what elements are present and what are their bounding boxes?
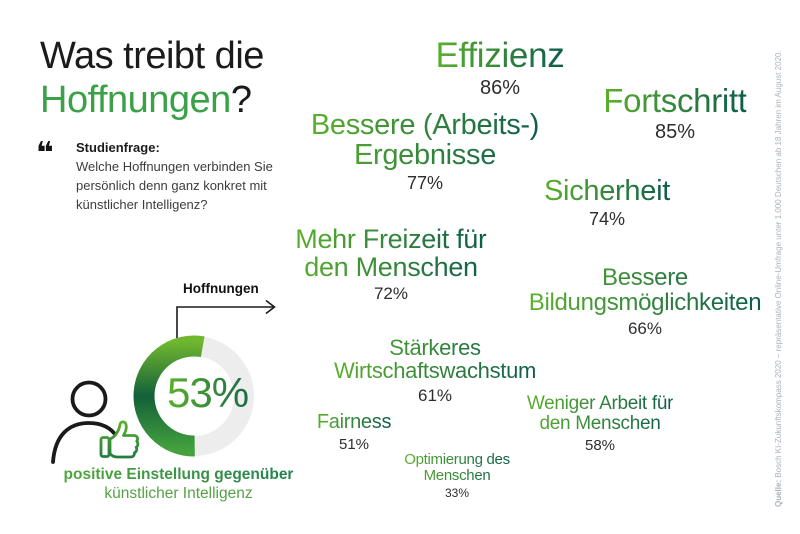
cloud-item-bildungsmoeglichkeiten: Bessere Bildungsmöglichkeiten 66% [528, 264, 762, 339]
study-question-label: Studienfrage: [76, 140, 160, 155]
cloud-pct: 61% [417, 385, 453, 405]
caption-line1: positive Einstellung gegenüber [36, 466, 321, 484]
caption-line2: künstlicher Intelligenz [104, 484, 253, 502]
donut-caption: positive Einstellung gegenüber künstlich… [36, 466, 321, 503]
quote-icon: ❝ [36, 137, 54, 170]
cloud-word: Weniger Arbeit für den Menschen [526, 393, 674, 434]
cloud-word: Effizienz [435, 36, 565, 75]
cloud-item-fairness: Fairness 51% [316, 411, 392, 453]
cloud-item-effizienz: Effizienz 86% [435, 36, 565, 100]
cloud-word: Optimierung des Menschen [404, 451, 510, 484]
elbow-arrow-icon [176, 299, 276, 338]
source-label: Quelle: [774, 479, 783, 507]
cloud-word: Bessere Bildungsmöglichkeiten [528, 264, 762, 316]
cloud-word: Sicherheit [544, 175, 670, 207]
cloud-pct: 72% [373, 284, 409, 304]
cloud-item-weniger-arbeit: Weniger Arbeit für den Menschen 58% [526, 393, 674, 454]
title-line1: Was treibt die [40, 35, 264, 77]
cloud-pct: 51% [338, 435, 370, 453]
cloud-word: Mehr Freizeit für den Menschen [295, 224, 487, 283]
cloud-pct: 86% [479, 77, 521, 100]
cloud-pct: 66% [627, 318, 663, 338]
title-question-mark: ? [230, 79, 252, 121]
cloud-item-wirtschaftswachstum: Stärkeres Wirtschaftswachstum 61% [333, 335, 537, 406]
cloud-pct: 33% [444, 486, 470, 501]
thumbs-up-icon [99, 420, 140, 459]
cloud-pct: 85% [654, 121, 696, 144]
cloud-item-bessere-ergebnisse: Bessere (Arbeits-) Ergebnisse 77% [310, 109, 540, 194]
study-question-text: Welche Hoffnungen verbinden Sie persönli… [76, 159, 273, 212]
person-icon [51, 380, 119, 464]
cloud-item-sicherheit: Sicherheit 74% [544, 176, 670, 230]
page-title: Was treibt die Hoffnungen? [40, 34, 264, 122]
cloud-word: Stärkeres Wirtschaftswachstum [333, 335, 537, 383]
donut-chart [133, 335, 254, 457]
cloud-pct: 58% [584, 436, 616, 454]
cloud-word: Fortschritt [603, 82, 747, 119]
source-credit: Quelle: Bosch KI-Zukunftskompass 2020 – … [774, 27, 784, 507]
donut-arc-53 [133, 335, 205, 457]
study-question: Studienfrage: Welche Hoffnungen verbinde… [76, 140, 290, 215]
cloud-item-mehr-freizeit: Mehr Freizeit für den Menschen 72% [295, 224, 487, 304]
source-text: Bosch KI-Zukunftskompass 2020 – repräsen… [774, 50, 783, 480]
donut-center-value: 53% [167, 369, 267, 417]
cloud-item-fortschritt: Fortschritt 85% [603, 82, 747, 144]
cloud-item-optimierung: Optimierung des Menschen 33% [404, 451, 510, 501]
title-highlight: Hoffnungen [40, 79, 231, 121]
cloud-pct: 77% [406, 173, 444, 194]
title-line2: Hoffnungen? [40, 78, 264, 122]
cloud-word: Fairness [316, 411, 392, 433]
cloud-word: Bessere (Arbeits-) Ergebnisse [310, 109, 540, 172]
donut-label: Hoffnungen [183, 281, 259, 296]
cloud-pct: 74% [588, 209, 626, 230]
